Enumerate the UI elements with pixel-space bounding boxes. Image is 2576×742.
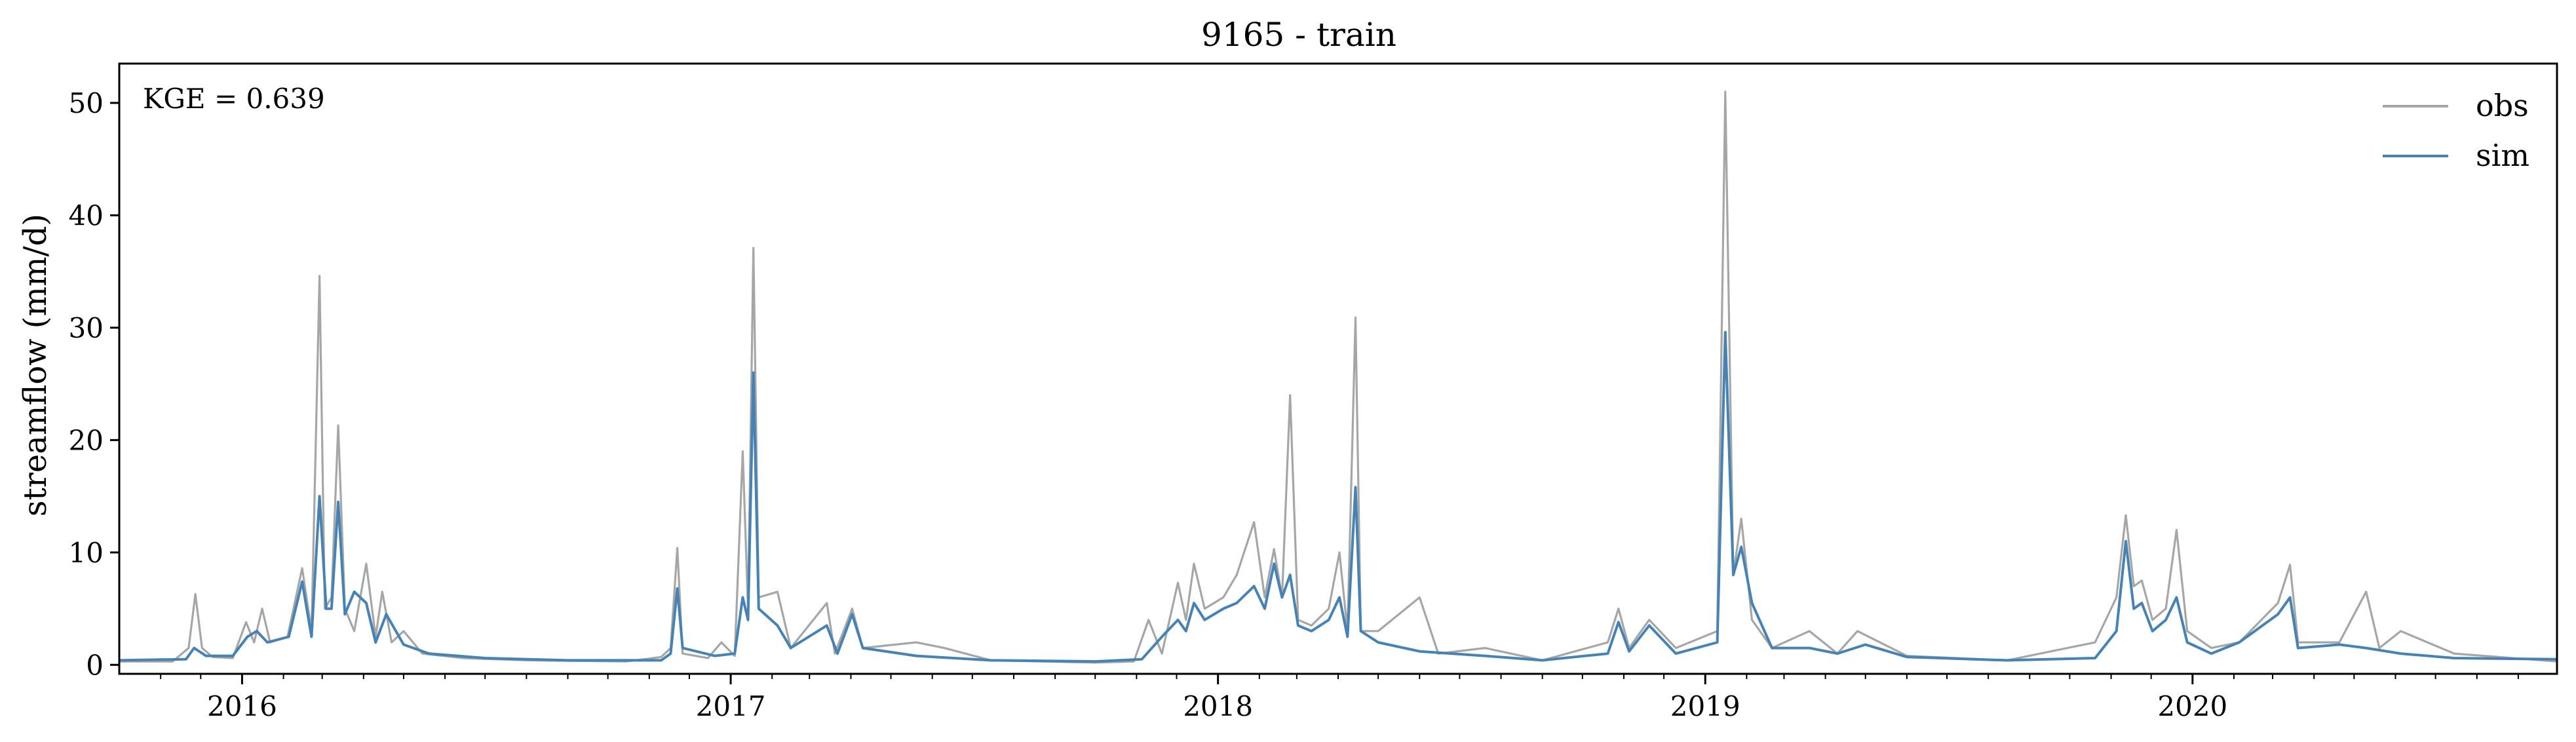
series-layer — [119, 90, 2558, 664]
legend-sim-label: sim — [2476, 138, 2529, 173]
x-axis-ticks: 2016 2017 2018 2019 2020 — [160, 674, 2519, 722]
plot-frame — [118, 62, 2558, 675]
y-tick-label: 40 — [69, 199, 104, 231]
chart-title: 9165 - train — [1201, 16, 1396, 54]
y-tick-label: 20 — [69, 424, 104, 456]
x-tick-label: 2020 — [2157, 690, 2227, 722]
legend-obs-label: obs — [2476, 88, 2529, 123]
series-line-obs — [119, 90, 2558, 664]
x-tick-label: 2017 — [696, 690, 766, 722]
y-tick-label: 10 — [69, 537, 104, 569]
series-line-sim — [119, 330, 2558, 663]
kge-annotation: KGE = 0.639 — [143, 83, 325, 115]
y-tick-label: 30 — [69, 312, 104, 344]
y-axis-label: streamflow (mm/d) — [17, 214, 54, 517]
y-tick-label: 0 — [86, 649, 104, 681]
x-tick-label: 2018 — [1183, 690, 1253, 722]
x-tick-label: 2016 — [207, 690, 277, 722]
x-tick-label: 2019 — [1670, 690, 1740, 722]
y-tick-label: 50 — [69, 87, 104, 119]
y-axis-ticks: 0 10 20 30 40 50 — [69, 87, 119, 681]
legend: obs sim — [2383, 88, 2529, 173]
